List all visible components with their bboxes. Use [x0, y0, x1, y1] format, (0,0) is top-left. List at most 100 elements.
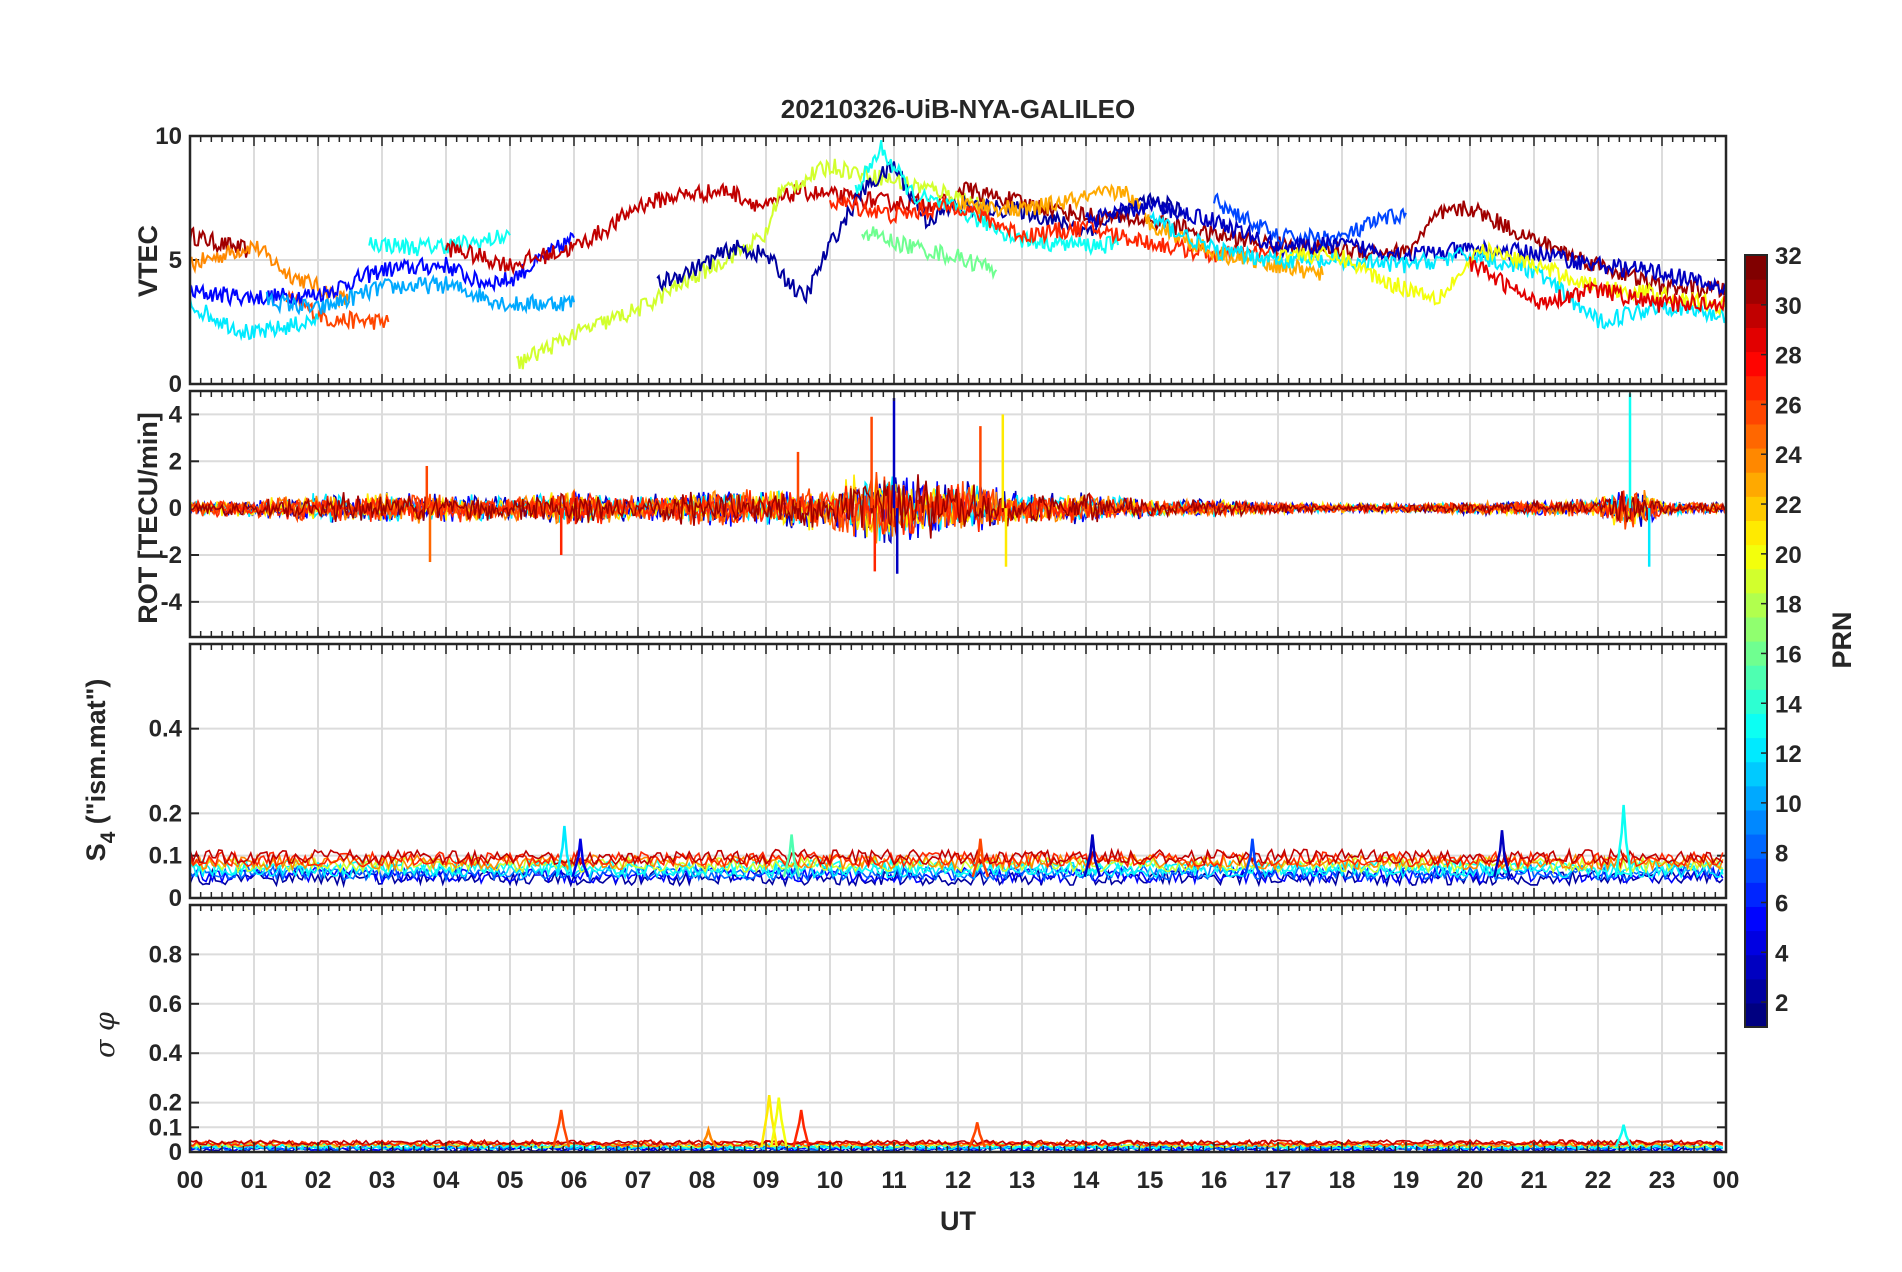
y-tick-label: 0	[169, 885, 182, 912]
colorbar-tick-label: 20	[1775, 542, 1802, 569]
vtec-series	[1149, 210, 1727, 330]
colorbar-swatch	[1745, 906, 1767, 932]
rot-series	[189, 480, 1727, 540]
rot-ylabel: ROT [TECU/min]	[133, 412, 163, 623]
colorbar-swatch	[1745, 568, 1767, 594]
colorbar-swatch	[1745, 809, 1767, 835]
colorbar-swatch	[1745, 641, 1767, 666]
colorbar-tick-label: 16	[1775, 641, 1802, 668]
y-tick-label: 0.4	[149, 716, 183, 743]
colorbar-swatch	[1745, 1002, 1767, 1028]
sigma-phi-panel: 00.10.2 0.4 0.6 0.8	[149, 903, 1728, 1166]
y-tick-label: -2	[161, 542, 182, 569]
sigma_phi-peak	[552, 1109, 571, 1148]
sigma_phi-data	[189, 1095, 1724, 1154]
x-tick-label: 21	[1521, 1167, 1548, 1194]
y-tick-label: 0.8	[149, 941, 182, 968]
y-tick-label: 10	[155, 123, 182, 150]
s4-frame	[188, 642, 1728, 900]
x-tick-label: 12	[945, 1167, 972, 1194]
y-tick-label: 4	[169, 401, 183, 428]
s4-ylabel-main: S	[81, 843, 111, 861]
x-tick-label: 16	[1201, 1167, 1228, 1194]
colorbar-tick-label: 26	[1775, 392, 1802, 419]
colorbar-swatch	[1745, 351, 1767, 377]
colorbar-tick-label: 24	[1775, 442, 1802, 469]
sigma_phi-peak	[769, 1097, 788, 1148]
s4-peak	[1243, 838, 1262, 878]
colorbar-swatch	[1745, 616, 1767, 642]
x-tick-label: 22	[1585, 1167, 1612, 1194]
x-tick-label: 18	[1329, 1167, 1356, 1194]
x-tick-label: 14	[1073, 1167, 1100, 1194]
vtec-series	[861, 226, 998, 281]
colorbar-swatch	[1745, 713, 1767, 739]
colorbar-tick-label: 10	[1775, 791, 1802, 818]
y-tick-label: 0.2	[149, 800, 182, 827]
vtec-series	[368, 228, 511, 257]
x-tick-label: 02	[305, 1167, 332, 1194]
colorbar-tick-label: 28	[1775, 343, 1802, 370]
sigma-phi-ylabel: σ φ	[90, 1012, 121, 1058]
colorbar-swatch	[1745, 954, 1767, 980]
x-tick-label: 01	[241, 1167, 268, 1194]
vtec-frame	[188, 134, 1728, 386]
y-tick-label: 0.1	[149, 843, 182, 870]
vtec-series	[516, 158, 991, 370]
colorbar-frame	[1744, 254, 1768, 1028]
vtec-data	[189, 140, 1727, 370]
s4-peak	[571, 838, 590, 878]
x-tick-label: 19	[1393, 1167, 1420, 1194]
sigma_phi-frame	[188, 903, 1728, 1154]
y-tick-label: 0	[169, 371, 182, 398]
sigma_phi-peak	[1614, 1124, 1633, 1148]
colorbar-swatch	[1745, 303, 1767, 328]
rot-panel: -4 -2 0 2 4	[161, 389, 1728, 639]
colorbar-swatch	[1745, 448, 1767, 473]
vtec-series	[189, 298, 319, 342]
colorbar-swatch	[1745, 689, 1767, 714]
colorbar-swatch	[1745, 761, 1767, 787]
colorbar-swatch	[1745, 423, 1767, 449]
colorbar-swatch	[1745, 472, 1767, 497]
x-tick-label: 07	[625, 1167, 652, 1194]
rot-series	[189, 474, 1727, 539]
chart-title: 20210326-UiB-NYA-GALILEO	[781, 94, 1136, 124]
y-tick-label: 5	[169, 247, 182, 274]
x-tick-label: 05	[497, 1167, 524, 1194]
colorbar-swatch	[1745, 737, 1767, 763]
colorbar-label: PRN	[1827, 611, 1857, 668]
colorbar-swatch	[1745, 882, 1767, 907]
x-tick-label: 10	[817, 1167, 844, 1194]
vtec-series	[1085, 197, 1727, 296]
x-tick-label: 00	[177, 1167, 204, 1194]
colorbar-tick-label: 22	[1775, 492, 1802, 519]
x-tick-label: 15	[1137, 1167, 1164, 1194]
x-tick-label: 04	[433, 1167, 460, 1194]
colorbar-swatch	[1745, 375, 1767, 401]
s4-ylabel-sub: 4	[97, 831, 120, 843]
colorbar-swatch	[1745, 399, 1767, 425]
vtec-series	[1277, 240, 1727, 317]
colorbar-swatch	[1745, 496, 1767, 521]
x-tick-label: 00	[1713, 1167, 1740, 1194]
colorbar-tick-label: 6	[1775, 890, 1788, 917]
x-tick-label: 20	[1457, 1167, 1484, 1194]
s4-peak	[782, 834, 801, 878]
colorbar-swatch	[1745, 665, 1767, 690]
sigma_phi-peak	[699, 1125, 718, 1148]
y-tick-label: 0	[169, 495, 182, 522]
s4-peak	[555, 825, 574, 878]
x-tick-label: 09	[753, 1167, 780, 1194]
s4-ylabel: S4 ("ism.mat")	[81, 679, 120, 862]
vtec-series	[1213, 192, 1407, 250]
y-tick-label: 0.4	[149, 1040, 183, 1067]
colorbar-swatch	[1745, 834, 1767, 859]
colorbar-tick-label: 12	[1775, 741, 1802, 768]
vtec-series	[1469, 256, 1727, 313]
y-tick-label: 0.1	[149, 1114, 182, 1141]
s4-data	[189, 804, 1724, 889]
x-tick-label: 08	[689, 1167, 716, 1194]
